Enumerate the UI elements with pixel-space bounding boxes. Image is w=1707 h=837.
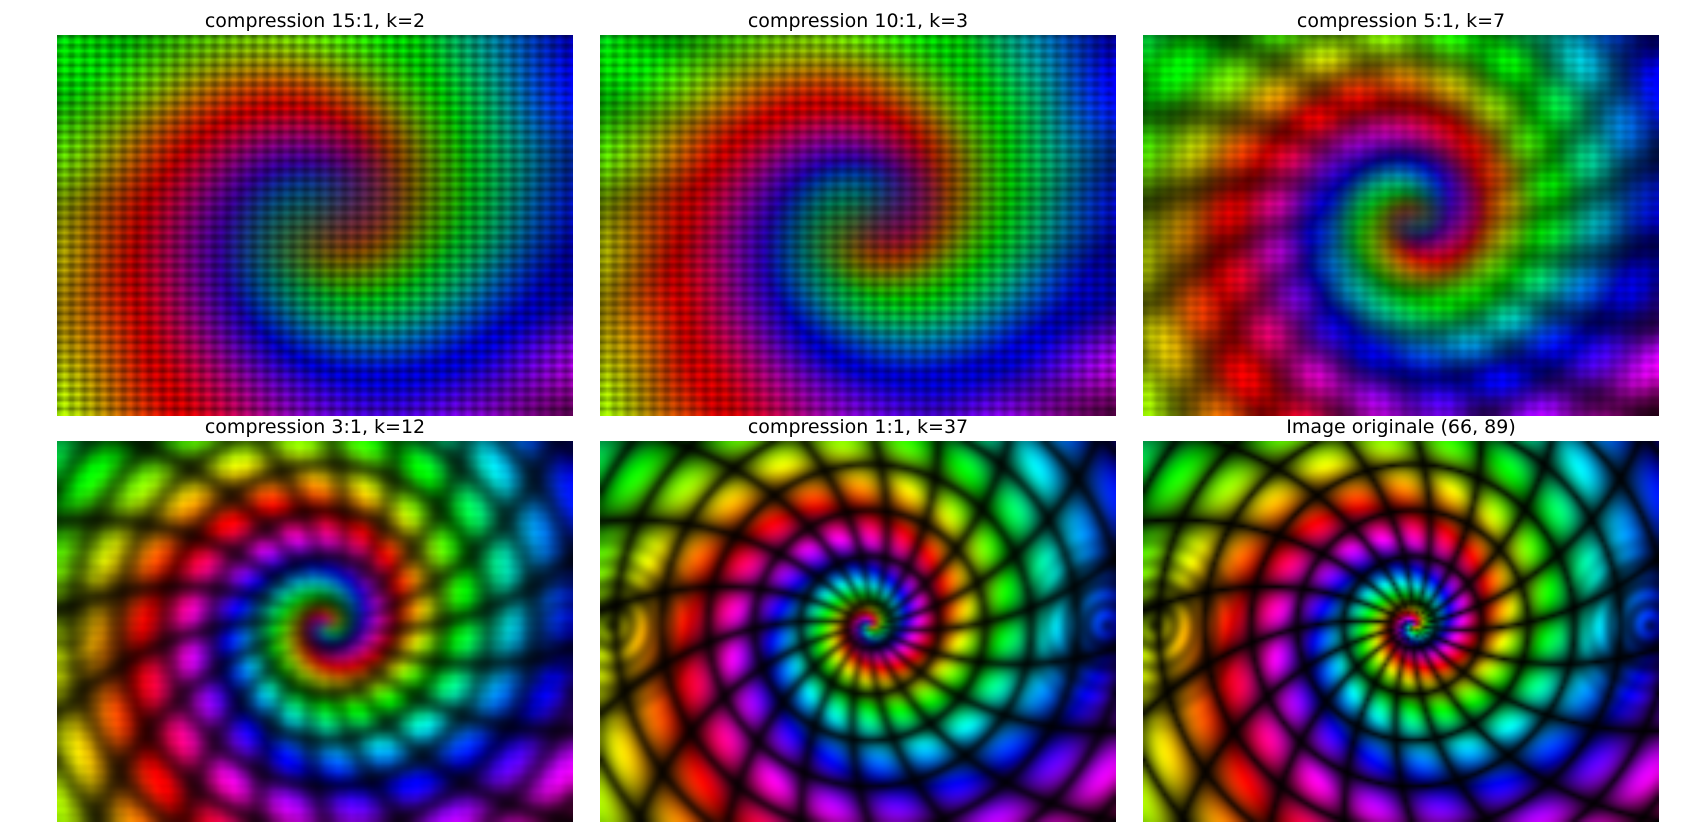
- panel-image: [600, 441, 1116, 822]
- panel-compression-3: compression 3:1, k=12: [57, 413, 573, 822]
- panel-compression-10: compression 10:1, k=3: [600, 7, 1116, 416]
- panel-title: compression 1:1, k=37: [747, 416, 969, 438]
- panel-original-image: Image originale (66, 89): [1143, 413, 1659, 822]
- panel-title: compression 10:1, k=3: [747, 10, 969, 32]
- panel-compression-5: compression 5:1, k=7: [1143, 7, 1659, 416]
- panel-title: compression 5:1, k=7: [1296, 10, 1506, 32]
- panel-image: [57, 441, 573, 822]
- panel-image: [1143, 441, 1659, 822]
- panel-image: [600, 35, 1116, 416]
- panel-compression-15: compression 15:1, k=2: [57, 7, 573, 416]
- panel-title: Image originale (66, 89): [1286, 416, 1516, 438]
- panel-title: compression 15:1, k=2: [204, 10, 426, 32]
- panel-image: [57, 35, 573, 416]
- panel-compression-1: compression 1:1, k=37: [600, 413, 1116, 822]
- panel-image: [1143, 35, 1659, 416]
- panel-title: compression 3:1, k=12: [204, 416, 426, 438]
